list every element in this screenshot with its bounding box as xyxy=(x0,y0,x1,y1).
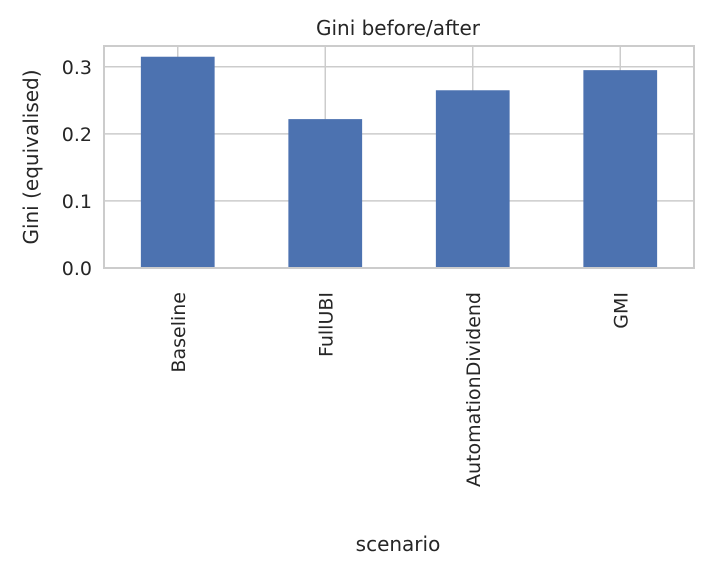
bar-gmi xyxy=(583,70,658,268)
y-tick-label: 0.2 xyxy=(62,124,92,146)
x-tick-label: GMI xyxy=(610,292,632,329)
x-tick-labels: Baseline FullUBI AutomationDividend GMI xyxy=(168,292,633,487)
bars-layer xyxy=(140,56,658,269)
x-tick-label: AutomationDividend xyxy=(463,292,485,487)
y-tick-label: 0.3 xyxy=(62,57,92,79)
plot-frame xyxy=(103,45,695,269)
x-axis-label: scenario xyxy=(356,532,441,556)
y-tick-labels: 0.0 0.1 0.2 0.3 xyxy=(62,57,92,280)
y-axis-label: Gini (equivalised) xyxy=(19,69,43,244)
y-tick-label: 0.1 xyxy=(62,191,92,213)
chart-title: Gini before/after xyxy=(316,16,481,40)
x-tick-label: FullUBI xyxy=(315,292,337,357)
bar-baseline xyxy=(140,56,215,269)
x-tick-label: Baseline xyxy=(168,292,190,373)
y-tick-label: 0.0 xyxy=(62,258,92,280)
bar-automationdividend xyxy=(435,90,510,268)
bar-fullubi xyxy=(288,119,363,268)
